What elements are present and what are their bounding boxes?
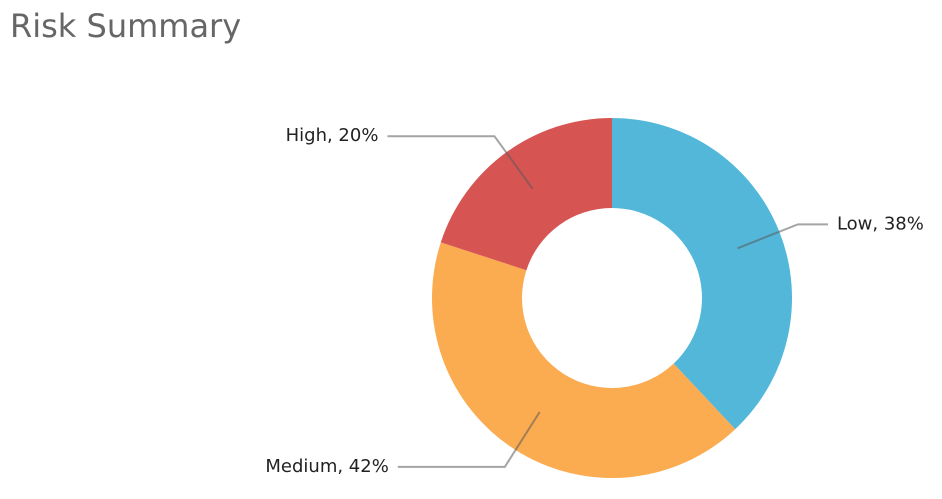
donut-slice	[431, 242, 736, 479]
data-label: Medium, 42%	[265, 456, 388, 477]
leader-line	[397, 411, 541, 468]
chart-title: Risk Summary	[10, 7, 241, 45]
donut-slice	[612, 118, 793, 430]
leader-line	[387, 135, 534, 190]
data-label: High, 20%	[286, 125, 379, 146]
donut-slice	[440, 118, 612, 271]
leader-line	[737, 223, 828, 250]
data-label: Low, 38%	[837, 213, 924, 234]
